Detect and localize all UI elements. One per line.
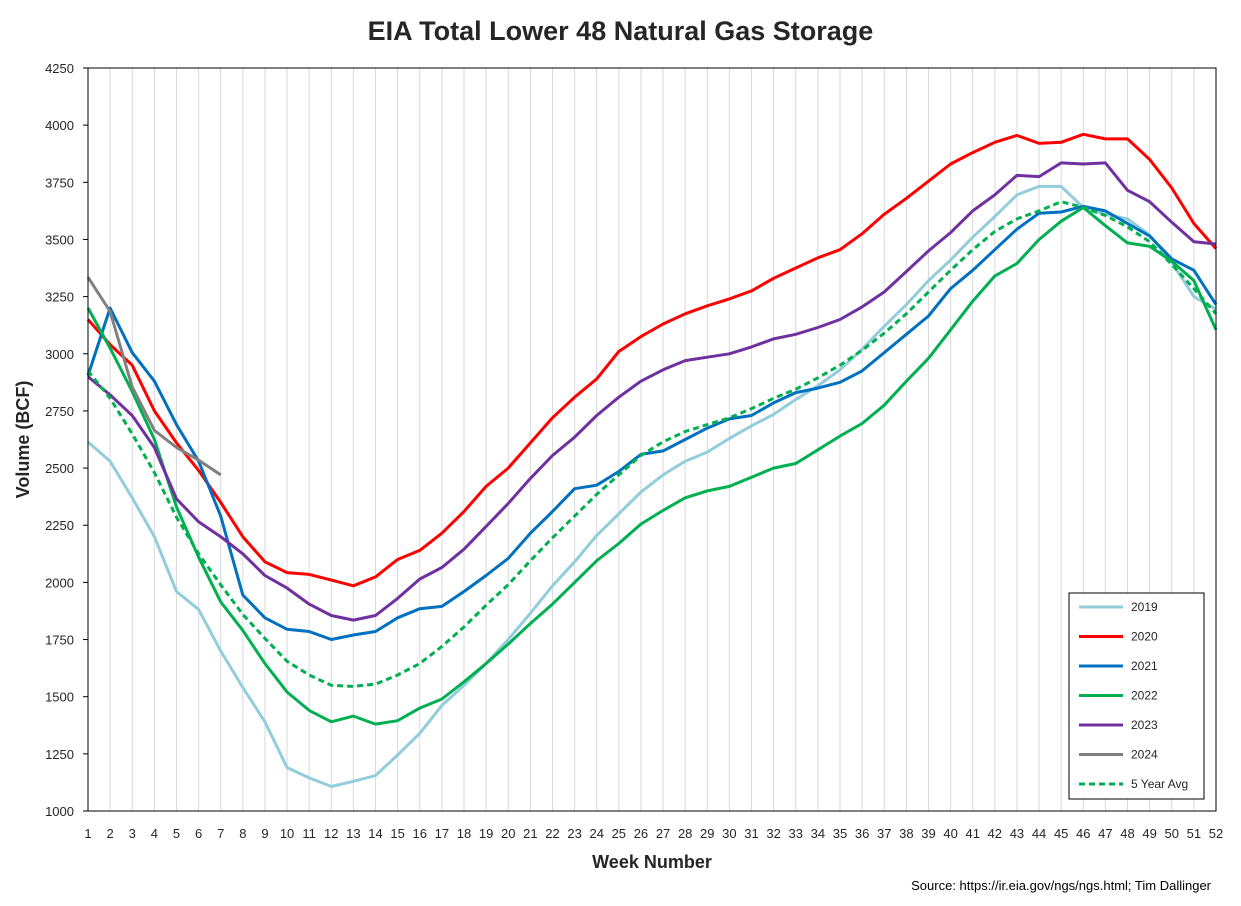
x-tick-label: 40 (943, 826, 957, 841)
x-tick-label: 18 (457, 826, 471, 841)
x-tick-label: 48 (1120, 826, 1134, 841)
series-line-5-year-avg (86, 200, 1218, 688)
x-tick-label: 43 (1010, 826, 1024, 841)
y-tick-label: 3250 (45, 290, 74, 305)
x-tick-label: 9 (261, 826, 268, 841)
y-tick-label: 2250 (45, 518, 74, 533)
x-tick-label: 10 (280, 826, 294, 841)
legend: 2019 2020 2021 2022 2023 2024 5 Year Avg (1068, 592, 1205, 800)
x-tick-label: 50 (1165, 826, 1179, 841)
x-tick-label: 42 (988, 826, 1002, 841)
x-tick-label: 30 (722, 826, 736, 841)
y-tick-label: 1250 (45, 747, 74, 762)
x-tick-label: 26 (634, 826, 648, 841)
series-line-2021 (86, 204, 1218, 641)
x-tick-label: 17 (435, 826, 449, 841)
x-tick-label: 49 (1142, 826, 1156, 841)
x-tick-label: 37 (877, 826, 891, 841)
x-tick-label: 35 (833, 826, 847, 841)
legend-label: 2022 (1131, 689, 1158, 703)
x-tick-label: 2 (107, 826, 114, 841)
x-tick-label: 19 (479, 826, 493, 841)
x-tick-label: 31 (744, 826, 758, 841)
y-tick-label: 3750 (45, 175, 74, 190)
x-tick-label: 11 (302, 826, 316, 841)
series-lines (86, 132, 1218, 788)
x-tick-label: 32 (766, 826, 780, 841)
y-tick-label: 2500 (45, 461, 74, 476)
series-line-2023 (87, 161, 1217, 622)
series-line-2024 (86, 276, 222, 477)
legend-label: 2021 (1131, 659, 1158, 673)
x-tick-label: 23 (567, 826, 581, 841)
x-tick-label: 14 (368, 826, 382, 841)
series-line-2019 (87, 184, 1217, 788)
x-tick-label: 20 (501, 826, 515, 841)
y-tick-label: 3500 (45, 232, 74, 247)
y-tick-label: 3000 (45, 347, 74, 362)
y-tick-label: 1750 (45, 633, 74, 648)
x-tick-label: 27 (656, 826, 670, 841)
grid-lines (109, 68, 1195, 811)
x-axis-ticks: 1 2 3 4 5 6 7 8 9 10 11 12 13 14 15 16 17 18 19 20 21 22 23 24 2… (84, 826, 1223, 841)
y-axis-ticks: 1000 1250 1500 1750 2000 2250 2500 2750 3000 3250… (45, 61, 88, 819)
x-tick-label: 21 (523, 826, 537, 841)
x-tick-label: 7 (217, 826, 224, 841)
x-tick-label: 1 (84, 826, 91, 841)
x-tick-label: 29 (700, 826, 714, 841)
plot-area-border (87, 67, 1217, 812)
x-tick-label: 39 (921, 826, 935, 841)
x-tick-label: 46 (1076, 826, 1090, 841)
x-tick-label: 34 (811, 826, 825, 841)
x-axis-label: Week Number (592, 852, 712, 872)
x-tick-label: 5 (173, 826, 180, 841)
x-tick-label: 33 (789, 826, 803, 841)
source-note: Source: https://ir.eia.gov/ngs/ngs.html;… (911, 878, 1211, 893)
legend-label: 2019 (1131, 600, 1158, 614)
chart-title: EIA Total Lower 48 Natural Gas Storage (367, 16, 874, 46)
x-tick-label: 38 (899, 826, 913, 841)
series-line-2020 (86, 132, 1218, 588)
x-tick-label: 52 (1209, 826, 1223, 841)
x-tick-label: 41 (965, 826, 979, 841)
x-tick-label: 47 (1098, 826, 1112, 841)
x-tick-label: 45 (1054, 826, 1068, 841)
x-tick-label: 24 (589, 826, 603, 841)
x-tick-label: 15 (390, 826, 404, 841)
legend-label: 2023 (1131, 718, 1158, 732)
y-tick-label: 1500 (45, 690, 74, 705)
x-tick-label: 13 (346, 826, 360, 841)
legend-label: 5 Year Avg (1131, 777, 1188, 791)
x-tick-label: 22 (545, 826, 559, 841)
x-tick-label: 3 (129, 826, 136, 841)
x-tick-label: 8 (239, 826, 246, 841)
x-tick-label: 28 (678, 826, 692, 841)
x-tick-label: 6 (195, 826, 202, 841)
y-tick-label: 4250 (45, 61, 74, 76)
y-axis-label: Volume (BCF) (13, 381, 33, 499)
x-tick-label: 12 (324, 826, 338, 841)
legend-label: 2020 (1131, 630, 1158, 644)
y-tick-label: 2750 (45, 404, 74, 419)
y-tick-label: 4000 (45, 118, 74, 133)
y-tick-label: 1000 (45, 804, 74, 819)
x-tick-label: 16 (413, 826, 427, 841)
legend-label: 2024 (1131, 748, 1158, 762)
x-tick-label: 44 (1032, 826, 1046, 841)
y-tick-label: 2000 (45, 575, 74, 590)
x-tick-label: 25 (612, 826, 626, 841)
x-tick-label: 51 (1187, 826, 1201, 841)
x-tick-label: 36 (855, 826, 869, 841)
x-tick-label: 4 (151, 826, 158, 841)
series-line-2022 (86, 206, 1218, 726)
